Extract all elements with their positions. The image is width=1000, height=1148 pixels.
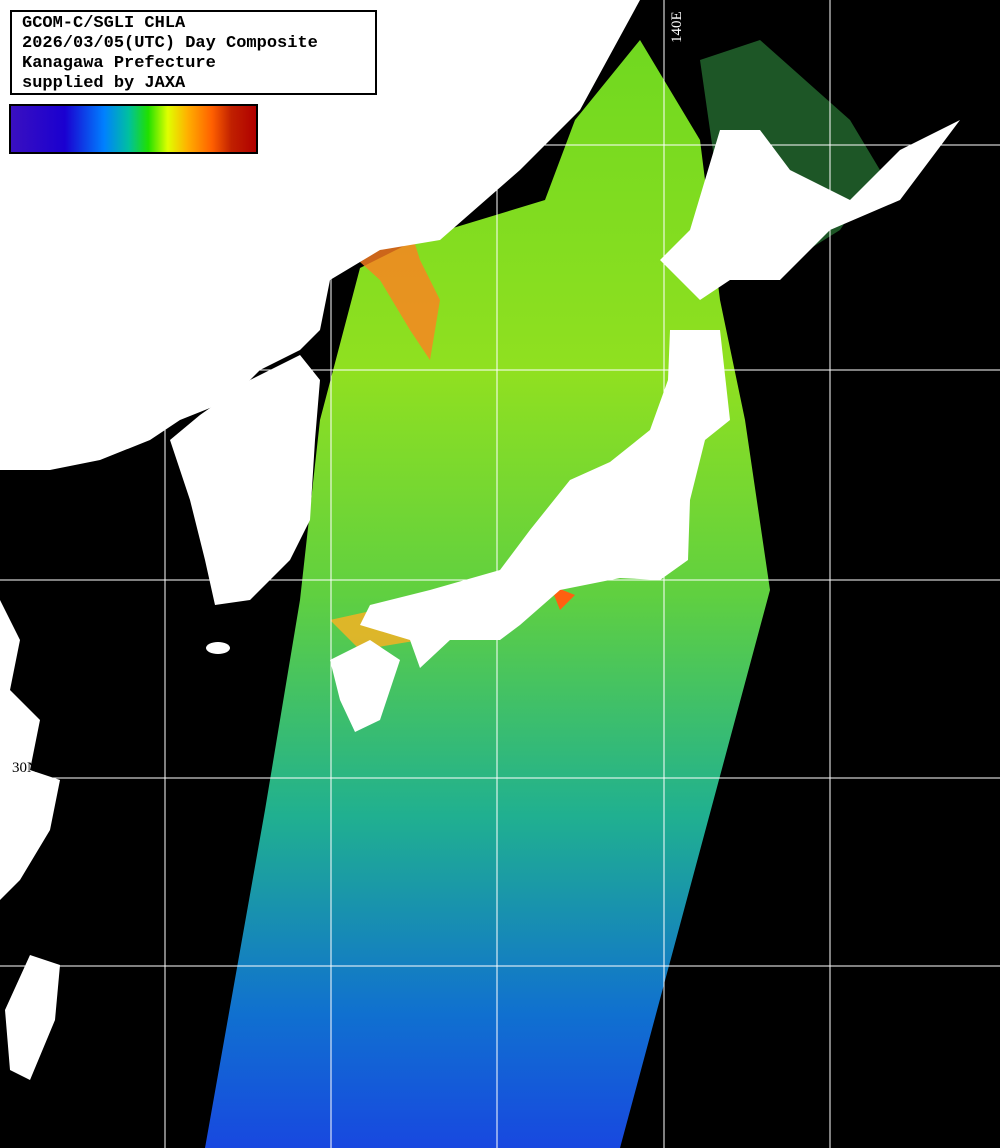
product-title: GCOM-C/SGLI CHLA [22,14,186,33]
land-china-coast [0,600,60,900]
land-ulleung-area [400,122,424,162]
lon-label-140e: 140E [669,11,685,43]
high-chl-coast [360,228,440,360]
land-korea [170,355,320,605]
land-kyushu [330,640,400,732]
land-hokkaido [660,120,960,300]
land-honshu [360,330,730,668]
credit: supplied by JAXA [22,74,186,93]
land-jeju [206,642,230,654]
date-composite: 2026/03/05(UTC) Day Composite [22,34,318,53]
info-box: GCOM-C/SGLI CHLA 2026/03/05(UTC) Day Com… [10,10,377,95]
color-scale-bar [9,104,258,154]
region-name: Kanagawa Prefecture [22,54,216,73]
land-taiwan [5,955,60,1080]
lat-label-30n: 30N [12,760,38,776]
lat-label-40n: 40N [12,352,38,368]
